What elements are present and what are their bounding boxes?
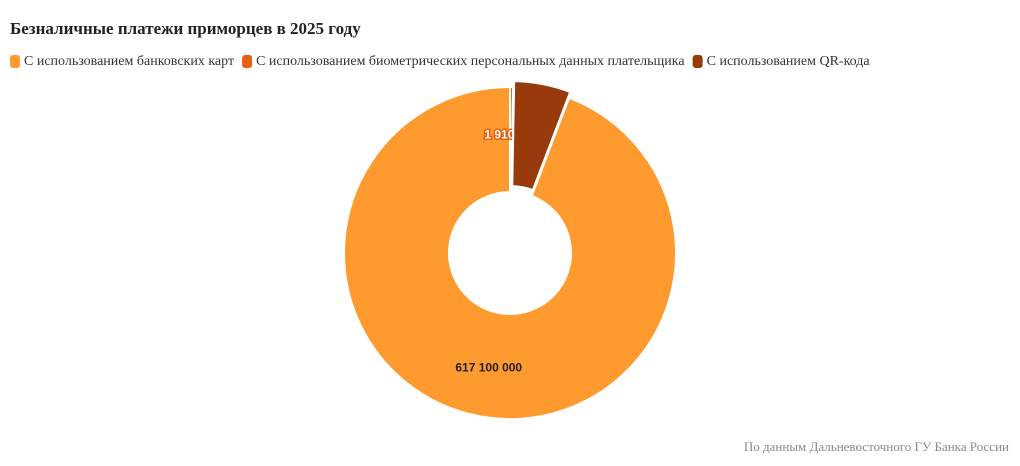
legend: С использованием банковских карт С исполь…	[10, 54, 870, 69]
source-note: По данным Дальневосточного ГУ Банка Росс…	[744, 439, 1009, 454]
legend-label: С использованием QR-кода	[707, 54, 871, 69]
legend-label: С использованием биометрических персонал…	[256, 54, 685, 69]
donut-slice	[509, 85, 515, 194]
chart-title: Безналичные платежи приморцев в 2025 год…	[10, 19, 361, 38]
legend-swatch	[242, 55, 253, 68]
donut-slice	[343, 85, 677, 420]
data-label: 617 100 000	[455, 361, 522, 375]
legend-swatch	[692, 55, 703, 68]
legend-label: С использованием банковских карт	[24, 54, 234, 69]
donut-slice	[511, 80, 572, 192]
legend-swatch	[10, 55, 20, 68]
